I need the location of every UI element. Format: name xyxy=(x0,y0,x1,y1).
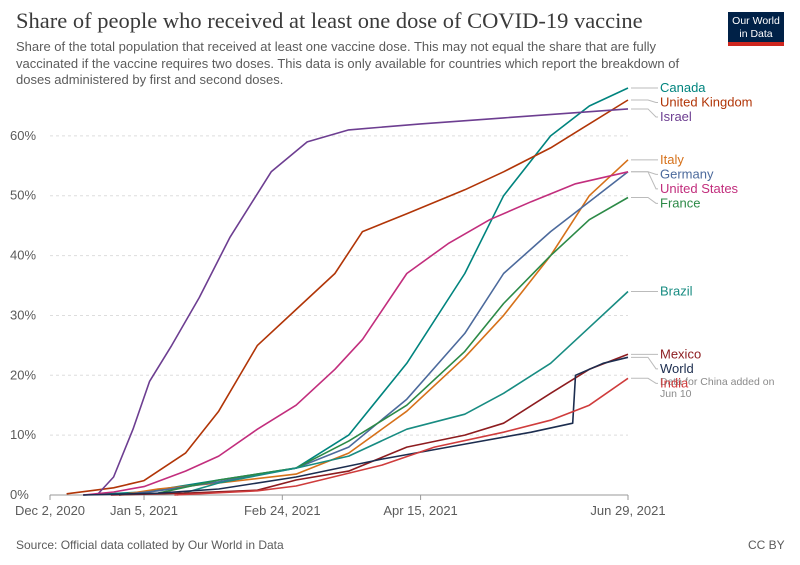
legend-connector xyxy=(631,377,658,384)
x-tick-label: Feb 24, 2021 xyxy=(244,503,321,518)
y-tick-label: 20% xyxy=(10,367,36,382)
series-line-canada xyxy=(83,87,629,496)
legend-label-mexico: Mexico xyxy=(660,346,701,361)
series-lines xyxy=(66,87,629,496)
x-tick-label: Dec 2, 2020 xyxy=(15,503,85,518)
chart-title: Share of people who received at least on… xyxy=(16,8,643,33)
legend-label-israel: Israel xyxy=(660,109,692,124)
legend-label-united-kingdom: United Kingdom xyxy=(660,95,753,110)
series-line-united-states xyxy=(83,171,629,496)
license-link[interactable]: CC BY xyxy=(748,538,785,552)
logo-line-2: in Data xyxy=(739,28,773,40)
legend-label-world: World xyxy=(660,361,694,376)
legend-connector xyxy=(631,108,658,118)
y-axis-ticks: 0% 10% 20% 30% 40% 50% 60% xyxy=(10,128,36,502)
legend-label-france: France xyxy=(660,195,700,210)
chart-subtitle: Share of the total population that recei… xyxy=(16,39,680,87)
series-line-united-kingdom xyxy=(66,99,629,495)
series-line-mexico xyxy=(110,353,629,496)
logo-line-1: Our World xyxy=(732,15,780,27)
legend-label-brazil: Brazil xyxy=(660,284,693,299)
series-line-world xyxy=(83,356,629,496)
y-tick-label: 30% xyxy=(10,307,36,322)
series-line-brazil xyxy=(176,290,629,496)
x-tick-label: Jun 29, 2021 xyxy=(590,503,665,518)
owid-logo[interactable]: Our World in Data xyxy=(728,12,784,46)
series-line-france xyxy=(119,196,629,496)
annotation-china-line-2: Jun 10 xyxy=(660,388,692,400)
legend-connector xyxy=(631,99,658,103)
source-note: Source: Official data collated by Our Wo… xyxy=(16,538,284,552)
series-line-israel xyxy=(96,108,629,496)
series-line-india xyxy=(174,377,629,496)
legend-connector xyxy=(631,171,658,190)
legend-label-canada: Canada xyxy=(660,80,706,95)
annotation-china-line-1: Data for China added on xyxy=(660,376,775,388)
x-axis: Dec 2, 2020 Jan 5, 2021 Feb 24, 2021 Apr 15… xyxy=(15,495,666,518)
legend-connector xyxy=(631,356,658,370)
legend-connector xyxy=(631,197,658,204)
series-line-germany xyxy=(119,171,629,496)
legend-label-germany: Germany xyxy=(660,166,714,181)
legend-label-italy: Italy xyxy=(660,152,684,167)
y-tick-label: 50% xyxy=(10,188,36,203)
legend-label-united-states: United States xyxy=(660,181,739,196)
y-tick-label: 10% xyxy=(10,427,36,442)
x-tick-label: Apr 15, 2021 xyxy=(383,503,457,518)
y-tick-label: 40% xyxy=(10,248,36,263)
x-tick-label: Jan 5, 2021 xyxy=(110,503,178,518)
legend-label-india: India xyxy=(660,375,689,390)
y-tick-label: 60% xyxy=(10,128,36,143)
y-tick-label: 0% xyxy=(10,487,29,502)
